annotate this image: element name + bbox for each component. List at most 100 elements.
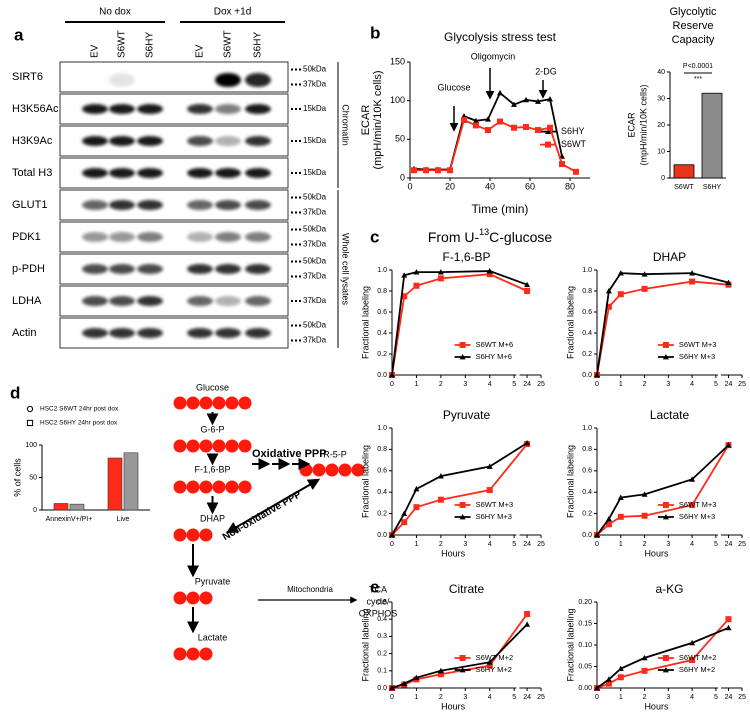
band — [137, 104, 163, 114]
marker-dot — [299, 324, 301, 327]
data-point — [641, 285, 648, 292]
x-tick-label: 25 — [537, 694, 545, 701]
band — [137, 264, 163, 274]
legend-marker — [662, 342, 669, 348]
band — [82, 296, 108, 306]
data-point — [605, 521, 612, 528]
series-line — [596, 280, 729, 376]
carbon-atom — [199, 591, 213, 605]
data-point — [617, 674, 624, 681]
band — [245, 104, 271, 114]
data-point — [473, 122, 479, 129]
row-label: Total H3 — [12, 167, 52, 179]
lane-label: EV — [195, 44, 206, 58]
size-marker: 50kDa — [303, 257, 327, 266]
size-marker: 37kDa — [303, 272, 327, 281]
data-point — [401, 272, 408, 278]
lane-label: S6WT — [117, 30, 128, 58]
carbon-atom — [186, 396, 200, 410]
band — [82, 136, 108, 146]
legend-marker — [459, 502, 466, 508]
carbon-atom — [212, 396, 226, 410]
y-tick-label: 0.0 — [377, 685, 387, 692]
heading-part: From U- — [428, 229, 480, 245]
x-tick-label: 25 — [537, 381, 545, 388]
x-tick-label: 24 — [523, 694, 531, 701]
data-point — [605, 288, 612, 294]
marker-dot — [299, 83, 301, 86]
y-tick-label: 0.5 — [377, 599, 387, 606]
x-tick-label: 3 — [463, 381, 467, 388]
data-point — [641, 667, 648, 674]
lane-label: S6HY — [145, 32, 156, 58]
marker-dot — [299, 211, 301, 214]
carbon-atom — [225, 439, 239, 453]
band — [245, 168, 271, 178]
band — [137, 200, 163, 210]
data-point — [617, 291, 624, 298]
y-tick-label: 10 — [657, 148, 665, 155]
data-point — [641, 491, 648, 497]
legend-label: S6HY M+3 — [476, 512, 512, 521]
data-point — [725, 616, 732, 623]
pathway-label: Non-oxidative PPP — [221, 489, 304, 543]
pathway-label: cycle/ — [366, 596, 390, 606]
x-tick-label: 1 — [414, 694, 418, 701]
data-point — [413, 485, 420, 492]
carbon-atom — [186, 528, 200, 542]
y-axis-label: (mpH/min/10K cells) — [638, 84, 648, 165]
carbon-atom — [212, 480, 226, 494]
y-tick-label: 0.8 — [582, 446, 592, 453]
size-marker: 15kDa — [303, 104, 327, 113]
x-tick-label: 1 — [619, 541, 623, 548]
carbon-atom — [199, 528, 213, 542]
carbon-atom — [338, 463, 352, 477]
data-point — [437, 496, 444, 503]
x-axis-label: Hours — [644, 701, 669, 711]
legend-marker — [662, 502, 669, 508]
x-tick-label: 3 — [463, 541, 467, 548]
marker-dot — [295, 300, 297, 302]
legend-marker — [459, 655, 466, 661]
carbon-atom — [212, 439, 226, 453]
marker-dot — [299, 68, 301, 71]
data-point — [594, 372, 600, 378]
data-point — [725, 279, 732, 285]
x-tick-label: 1 — [619, 694, 623, 701]
data-point — [524, 439, 531, 446]
band — [215, 136, 241, 146]
x-tick-label: 5 — [714, 381, 718, 388]
x-tick-label: 25 — [738, 541, 746, 548]
marker-dot — [299, 243, 301, 246]
node-label: R-5-P — [323, 449, 347, 459]
marker-dot — [299, 275, 301, 278]
data-point — [725, 442, 732, 448]
data-point — [437, 473, 444, 479]
carbon-atom — [186, 647, 200, 661]
x-tick-label: 4 — [690, 381, 694, 388]
node-label: DHAP — [200, 513, 225, 523]
chart-title: Capacity — [672, 34, 715, 46]
data-point — [524, 288, 531, 294]
data-point — [389, 685, 395, 691]
band — [215, 168, 241, 178]
x-tick-label: Live — [117, 516, 130, 523]
series-line — [391, 442, 528, 536]
marker-dot — [291, 140, 293, 142]
lane-label: S6HY — [253, 32, 264, 58]
band — [245, 232, 271, 242]
arrow — [225, 478, 321, 534]
x-tick-label: 24 — [523, 541, 531, 548]
x-tick-label: 5 — [512, 694, 516, 701]
band — [187, 136, 213, 146]
carbon-atom — [173, 647, 187, 661]
x-tick-label: 2 — [439, 381, 443, 388]
legend-label: S6WT — [561, 139, 587, 149]
x-tick-label: 24 — [725, 381, 733, 388]
y-axis-label: Fractional labeling — [565, 445, 575, 518]
row-label: H3K9Ac — [12, 135, 53, 147]
series-line — [391, 443, 528, 536]
band — [109, 232, 135, 242]
marker-dot — [295, 83, 297, 86]
data-point — [605, 676, 612, 682]
